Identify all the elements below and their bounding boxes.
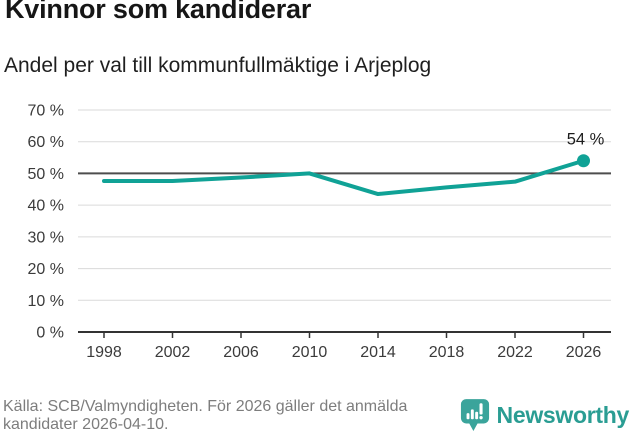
y-tick-label: 30 % [28,229,64,246]
y-tick-label: 0 % [36,325,64,342]
x-tick-label: 1998 [86,344,122,361]
x-tick-label: 2022 [497,344,533,361]
y-tick-label: 60 % [28,134,64,151]
x-tick-label: 2006 [223,344,259,361]
x-tick-label: 2002 [155,344,191,361]
source-line-1: Källa: SCB/Valmyndigheten. För 2026 gäll… [3,398,408,415]
x-tick-label: 2018 [429,344,465,361]
line-chart: 0 % 10 % 20 % 30 % 40 % 50 % 60 % 70 % 1998 2002 2… [0,95,631,385]
data-line [102,158,586,197]
line-chart-svg: 0 % 10 % 20 % 30 % 40 % 50 % 60 % 70 % 1998 2002 2… [28,103,611,361]
source-line-2: kandidater 2026-04-10. [3,416,169,433]
newsworthy-logo: Newsworthy [460,398,629,432]
y-tick-label: 70 % [28,103,64,120]
end-value-label: 54 % [567,131,605,149]
y-tick-label: 50 % [28,166,64,183]
end-point-dot [577,154,590,168]
newsworthy-logo-icon [460,399,489,431]
y-tick-label: 10 % [28,293,64,310]
chart-title: Kvinnor som kandiderar [5,0,312,24]
source-note: Källa: SCB/Valmyndigheten. För 2026 gäll… [3,398,407,434]
y-tick-label: 20 % [28,261,64,278]
x-tick-label: 2014 [360,344,396,361]
y-tick-label: 40 % [28,198,64,215]
x-tick-label: 2010 [292,344,328,361]
x-tick-label: 2026 [566,344,602,361]
chart-subtitle: Andel per val till kommunfullmäktige i A… [4,54,432,77]
chart-footer: Källa: SCB/Valmyndigheten. För 2026 gäll… [3,396,629,434]
newsworthy-logo-label: Newsworthy [496,401,630,428]
